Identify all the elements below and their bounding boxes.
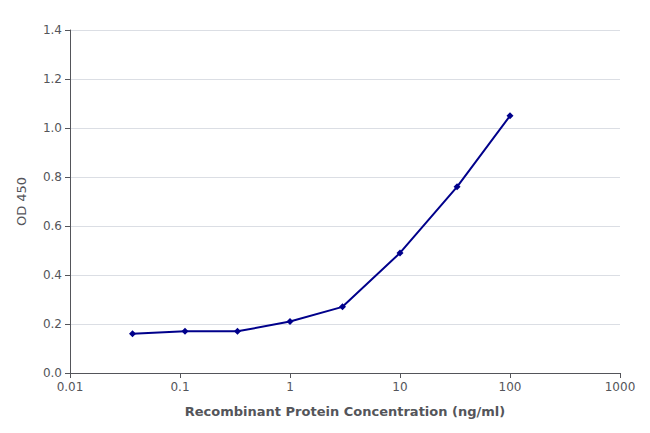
- svg-text:1000: 1000: [605, 380, 636, 394]
- svg-text:100: 100: [499, 380, 522, 394]
- svg-text:0.8: 0.8: [43, 170, 62, 184]
- svg-text:1.4: 1.4: [43, 23, 62, 37]
- svg-text:10: 10: [392, 380, 407, 394]
- svg-text:1.0: 1.0: [43, 121, 62, 135]
- svg-text:1: 1: [286, 380, 294, 394]
- svg-text:1.2: 1.2: [43, 72, 62, 86]
- svg-text:0.2: 0.2: [43, 317, 62, 331]
- svg-text:0.6: 0.6: [43, 219, 62, 233]
- svg-text:0.1: 0.1: [170, 380, 189, 394]
- svg-text:0.4: 0.4: [43, 268, 62, 282]
- svg-text:0.01: 0.01: [57, 380, 84, 394]
- svg-text:Recombinant Protein Concentrat: Recombinant Protein Concentration (ng/ml…: [185, 404, 505, 419]
- svg-text:0.0: 0.0: [43, 366, 62, 380]
- svg-text:OD 450: OD 450: [14, 177, 29, 226]
